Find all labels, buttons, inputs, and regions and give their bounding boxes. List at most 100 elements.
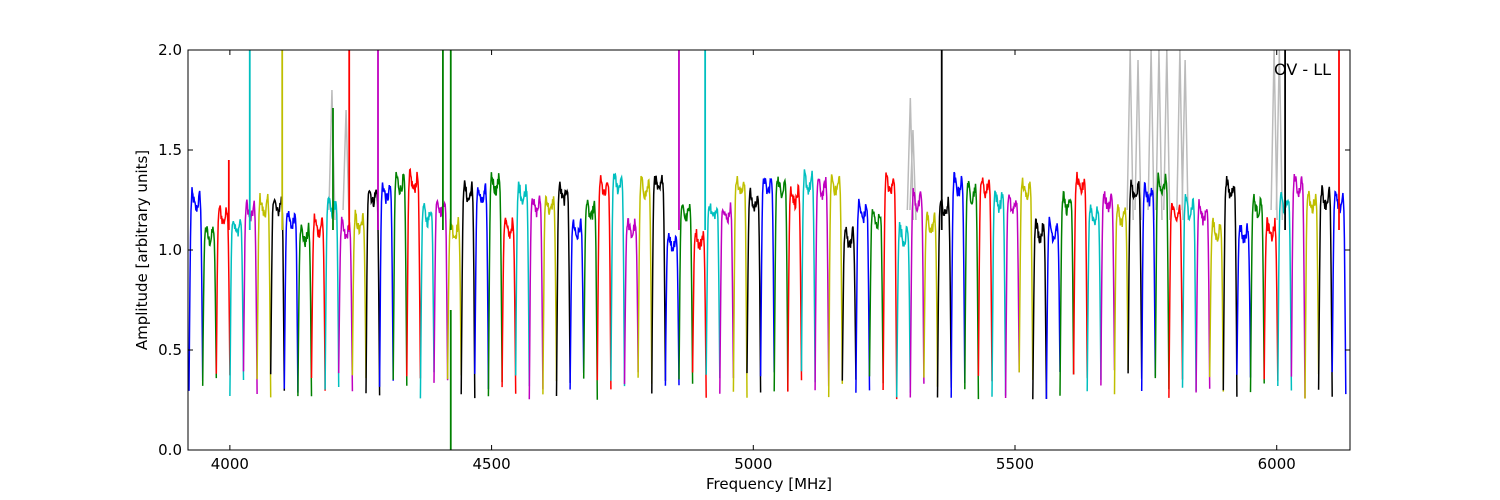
spectral-window-trace xyxy=(283,210,299,393)
spectral-window-trace xyxy=(1032,218,1048,400)
y-axis-label: Amplitude [arbitrary units] xyxy=(133,150,151,350)
spectral-window-trace xyxy=(1208,217,1225,392)
background-trace-spike xyxy=(1176,50,1184,221)
spectral-window-trace xyxy=(868,209,884,384)
background-trace-spike xyxy=(1181,59,1189,221)
background-trace-spike xyxy=(906,97,915,221)
spectral-window-trace xyxy=(1127,179,1143,379)
spectral-window-trace xyxy=(1236,223,1252,378)
spectral-window-trace xyxy=(895,221,912,398)
spectral-window-trace xyxy=(746,187,762,393)
spectral-window-trace xyxy=(433,198,449,383)
x-tick-label: 5500 xyxy=(996,455,1034,473)
background-trace-spike xyxy=(1270,50,1278,221)
y-tick-label: 2.0 xyxy=(158,41,182,59)
spectral-window-trace xyxy=(1113,204,1129,395)
y-tick-label: 0.5 xyxy=(158,341,182,359)
spectral-window-trace xyxy=(1263,217,1279,381)
spectral-window-trace xyxy=(1154,172,1170,390)
background-trace-spike xyxy=(1147,50,1155,221)
axes-frame xyxy=(187,49,1351,451)
spectral-window-trace xyxy=(909,188,925,398)
spectral-window-trace xyxy=(1072,171,1088,379)
spectral-window-trace xyxy=(514,181,531,387)
background-trace-spike xyxy=(1155,50,1163,221)
spectral-window-trace xyxy=(882,172,898,400)
y-tick-label: 0.0 xyxy=(158,441,182,459)
x-tick-label: 6000 xyxy=(1258,455,1296,473)
spectral-window-trace xyxy=(501,217,517,394)
y-tick-label: 1.0 xyxy=(158,241,182,259)
spectral-window-trace xyxy=(555,181,571,397)
ticks-layer: 4000 4500 5000 5500 6000 0.0 0.5 1.0 1.5 2.0 xyxy=(158,41,1350,473)
spectral-window-trace xyxy=(1222,175,1238,397)
spectral-window-trace xyxy=(841,226,857,381)
spectral-window-trace xyxy=(1181,194,1197,392)
spectral-window-trace xyxy=(446,217,462,380)
spectral-window-trace xyxy=(1018,177,1034,380)
spectral-window-trace xyxy=(950,171,966,398)
spectral-window-trace xyxy=(1059,190,1075,396)
spectral-window-trace xyxy=(324,195,340,390)
spectral-window-trace xyxy=(1140,181,1157,392)
spectral-window-trace xyxy=(923,211,939,387)
spectral-window-trace xyxy=(528,195,544,400)
spectral-window-trace xyxy=(1249,193,1265,393)
spectral-window-trace xyxy=(827,174,844,398)
spectral-window-trace xyxy=(569,218,585,390)
spectral-window-trace xyxy=(215,205,231,376)
spectral-window-trace xyxy=(678,204,694,384)
spectral-window-trace xyxy=(651,174,667,394)
spectral-window-trace xyxy=(637,175,653,384)
background-trace-spike xyxy=(1134,59,1142,221)
background-trace-spike xyxy=(342,109,350,221)
spectral-window-trace xyxy=(310,213,326,391)
spectral-window-trace xyxy=(201,226,218,386)
spectral-window-trace xyxy=(814,176,830,391)
spectral-window-trace xyxy=(705,203,721,379)
spectral-window-trace xyxy=(719,202,735,394)
spectral-window-trace xyxy=(773,176,789,392)
spectral-window-trace xyxy=(991,190,1007,397)
spectral-window-trace xyxy=(256,192,272,398)
spectral-window-trace xyxy=(460,180,476,399)
spectral-window-trace xyxy=(297,222,313,397)
spectral-window-trace xyxy=(855,198,871,393)
spectral-window-trace xyxy=(229,219,245,397)
x-tick-label: 4500 xyxy=(472,455,510,473)
x-axis-label: Frequency [MHz] xyxy=(706,475,832,493)
spectral-window-trace xyxy=(1195,199,1211,393)
spectral-window-trace xyxy=(1304,190,1320,399)
spectral-window-trace xyxy=(582,199,599,400)
spectral-window-trace xyxy=(542,194,558,395)
background-trace-spike xyxy=(909,129,917,221)
spectral-window-trace xyxy=(1290,173,1306,399)
series-layer xyxy=(188,50,1347,450)
annotation-label: OV - LL xyxy=(1274,60,1331,79)
spectral-window-trace xyxy=(691,229,707,398)
spectral-window-trace xyxy=(787,183,803,392)
spectral-window-trace xyxy=(1168,202,1184,398)
spectral-window-trace xyxy=(188,187,204,391)
spectral-window-trace xyxy=(1004,194,1020,399)
spectral-window-trace xyxy=(487,172,503,397)
spectral-window-trace xyxy=(977,177,993,382)
spectral-window-trace xyxy=(732,176,748,398)
spectral-window-trace xyxy=(1086,204,1102,392)
background-trace-spike xyxy=(328,89,336,221)
spectral-window-trace xyxy=(964,180,980,400)
spectral-window-trace xyxy=(351,209,367,379)
spectral-window-trace xyxy=(1045,216,1061,400)
background-trace-spike xyxy=(1126,50,1134,221)
spectral-window-trace xyxy=(623,218,639,385)
spectral-window-trace xyxy=(936,196,952,398)
background-trace-spike xyxy=(1163,50,1171,221)
x-tick-label: 5000 xyxy=(734,455,772,473)
spectral-window-trace xyxy=(610,172,626,387)
spectral-window-trace xyxy=(337,216,354,392)
spectral-window-trace xyxy=(1100,191,1116,386)
x-tick-label: 4000 xyxy=(211,455,249,473)
spectral-window-trace xyxy=(664,233,680,386)
